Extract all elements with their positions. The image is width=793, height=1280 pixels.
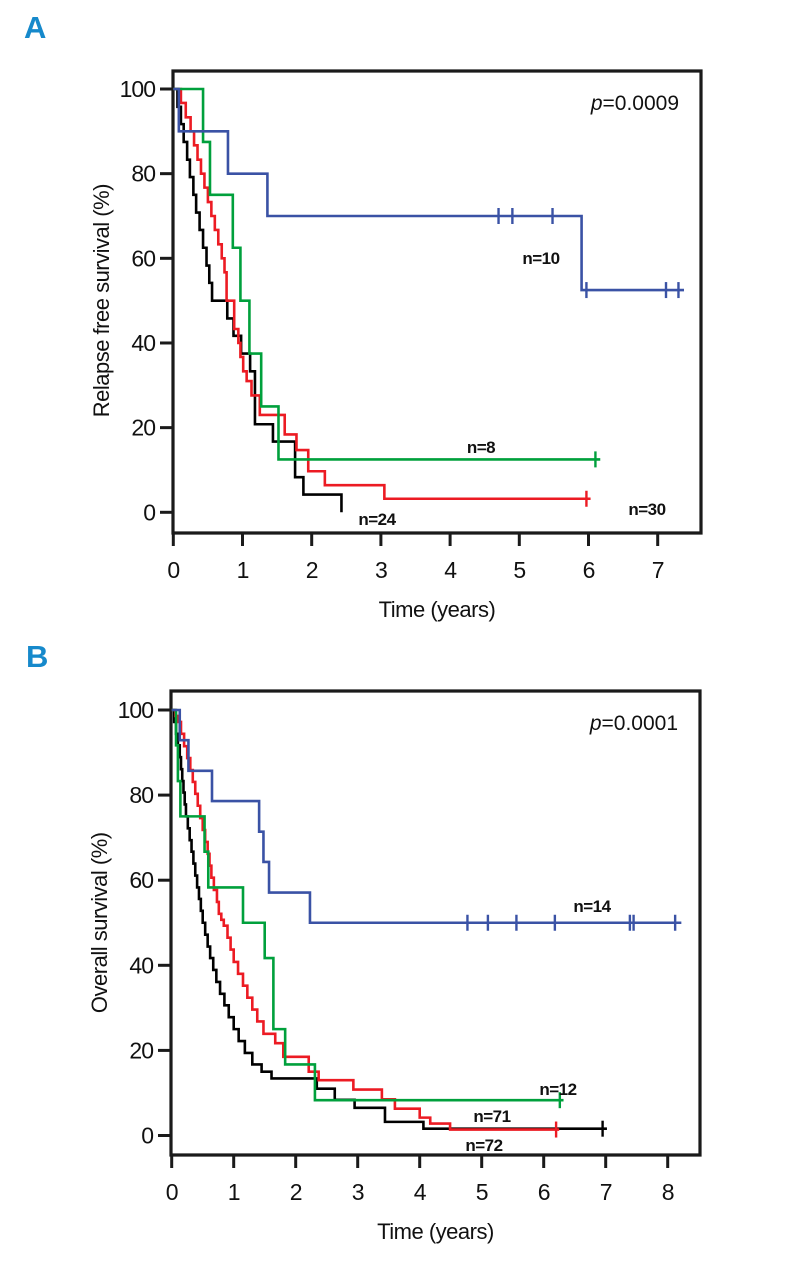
- x-axis-title-b: Time (years): [377, 1219, 494, 1244]
- y-axis-title-a: Relapse free survival (%): [89, 184, 114, 417]
- p-value-b: p=0.0001: [589, 712, 678, 735]
- x-tick-label-b: 4: [414, 1179, 427, 1205]
- panel-a: 100 80 60 40 20 0 0 1 2 3 4 5 6 7 Relapse free surviva…: [89, 69, 703, 622]
- x-tick-label-b: 6: [538, 1179, 550, 1205]
- x-tick-label-a: 5: [513, 557, 525, 583]
- x-tick-label-b: 3: [352, 1179, 364, 1205]
- x-axis-title-a: Time (years): [379, 597, 496, 622]
- series-label-b-black: n=72: [465, 1136, 502, 1155]
- y-axis-title-b: Overall survival (%): [87, 832, 112, 1013]
- x-tick-label-b: 0: [166, 1179, 178, 1205]
- curve-a-black: [173, 87, 343, 513]
- x-tick-label-b: 1: [228, 1179, 240, 1205]
- x-tick-label-a: 7: [652, 557, 664, 583]
- curve-a-red: [173, 87, 591, 501]
- y-tick-label-b: 20: [129, 1037, 153, 1063]
- y-tick-label-a: 20: [131, 415, 155, 441]
- curve-b-blue: [171, 708, 682, 925]
- p-value-a: p=0.0009: [590, 92, 679, 115]
- y-tick-label-a: 0: [143, 499, 155, 525]
- x-tick-label-a: 2: [306, 557, 318, 583]
- y-tick-label-b: 80: [129, 782, 153, 808]
- series-label-a-red: n=30: [628, 500, 665, 519]
- series-label-a-black: n=24: [358, 510, 396, 529]
- y-tick-label-b: 40: [129, 952, 153, 978]
- plot-frame-a: [171, 69, 703, 535]
- x-tick-label-a: 3: [375, 557, 387, 583]
- series-label-b-red: n=71: [473, 1107, 510, 1126]
- panel-b: 100 80 60 40 20 0 0 1 2 3 4 5 6 7 8 Overall survival (%…: [87, 689, 702, 1244]
- y-tick-label-a: 80: [131, 161, 155, 187]
- y-tick-label-b: 0: [141, 1123, 153, 1149]
- series-label-b-blue: n=14: [573, 897, 611, 916]
- x-tick-label-b: 2: [290, 1179, 302, 1205]
- curve-b-green: [171, 708, 564, 1102]
- x-tick-label-b: 8: [662, 1179, 674, 1205]
- curve-a-green: [173, 87, 601, 461]
- y-tick-label-b: 60: [129, 867, 153, 893]
- curve-b-black: [171, 708, 607, 1130]
- y-tick-label-a: 100: [120, 76, 156, 102]
- series-label-a-blue: n=10: [522, 249, 559, 268]
- x-tick-label-a: 0: [167, 557, 179, 583]
- curve-b-red: [171, 708, 560, 1131]
- x-tick-label-a: 1: [237, 557, 249, 583]
- y-tick-label-a: 40: [131, 330, 155, 356]
- curve-a-blue: [173, 87, 684, 292]
- x-tick-label-b: 7: [600, 1179, 612, 1205]
- series-label-b-green: n=12: [539, 1080, 576, 1099]
- panel-b-label: B: [26, 639, 49, 674]
- panel-a-label: A: [24, 10, 47, 45]
- x-tick-label-a: 6: [583, 557, 595, 583]
- x-tick-label-a: 4: [444, 557, 457, 583]
- y-tick-label-a: 60: [131, 245, 155, 271]
- y-tick-label-b: 100: [118, 697, 154, 723]
- series-label-a-green: n=8: [467, 438, 495, 457]
- x-tick-label-b: 5: [476, 1179, 488, 1205]
- plot-frame-b: [169, 689, 702, 1157]
